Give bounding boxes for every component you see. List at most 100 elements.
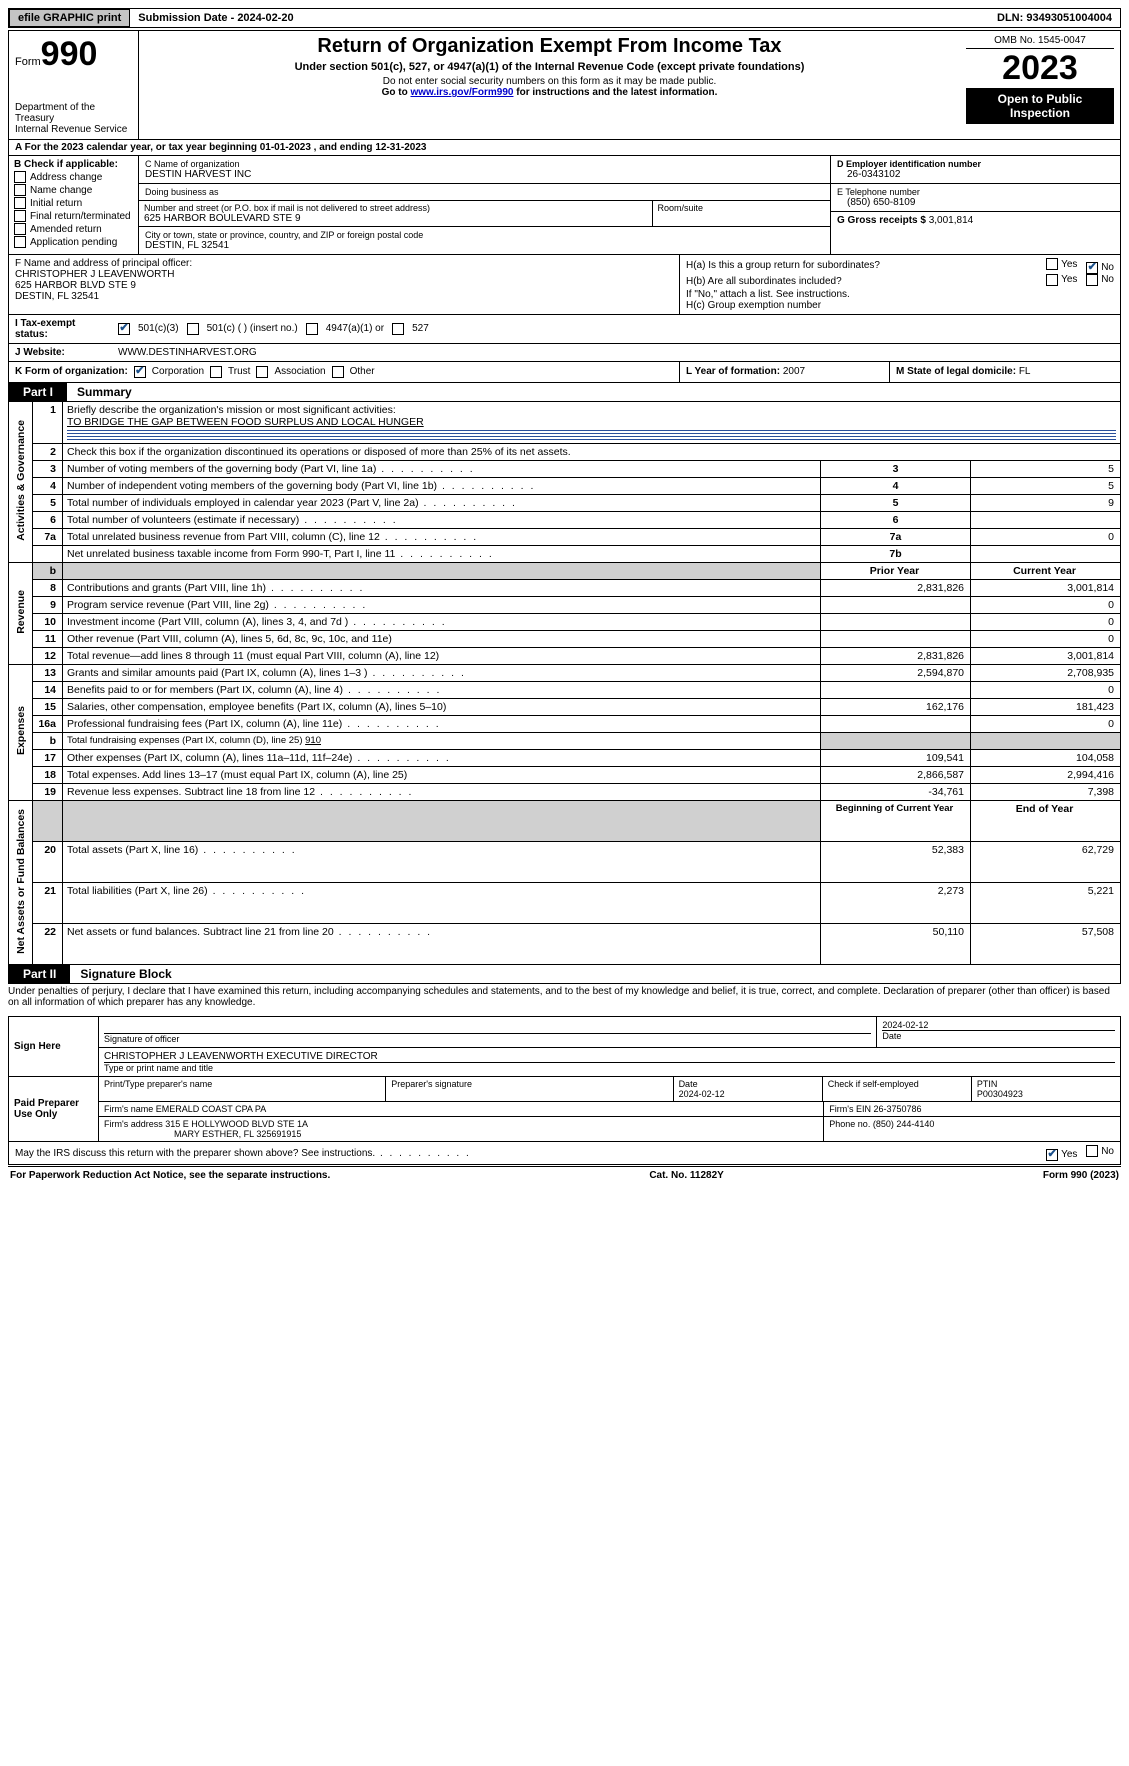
name-change-label: Name change <box>30 185 92 196</box>
form-org-label: K Form of organization: <box>15 366 128 377</box>
line16a-label: Professional fundraising fees (Part IX, … <box>67 718 441 730</box>
501c-checkbox[interactable] <box>187 323 199 335</box>
hb-yes-checkbox[interactable] <box>1046 274 1058 286</box>
officer-addr2: DESTIN, FL 32541 <box>15 291 673 302</box>
line3-value: 5 <box>971 460 1121 477</box>
omb-number: OMB No. 1545-0047 <box>966 35 1114 49</box>
initial-return-checkbox[interactable] <box>14 197 26 209</box>
line16a-prior <box>821 715 971 732</box>
application-pending-checkbox[interactable] <box>14 236 26 248</box>
goto-post: for instructions and the latest informat… <box>513 87 717 98</box>
officer-typed-name: CHRISTOPHER J LEAVENWORTH EXECUTIVE DIRE… <box>104 1051 1115 1063</box>
year-formation-label: L Year of formation: <box>686 366 783 377</box>
signature-table: Sign Here Signature of officer 2024-02-1… <box>8 1016 1121 1142</box>
gross-receipts-value: 3,001,814 <box>929 215 974 226</box>
line12-label: Total revenue—add lines 8 through 11 (mu… <box>67 650 439 662</box>
beginning-year-header: Beginning of Current Year <box>836 803 954 814</box>
form-header: Form990 Department of the Treasury Inter… <box>8 30 1121 140</box>
corporation-checkbox[interactable] <box>134 366 146 378</box>
line17-prior: 109,541 <box>821 749 971 766</box>
line4-label: Number of independent voting members of … <box>67 480 535 492</box>
501c3-checkbox[interactable] <box>118 323 130 335</box>
prior-year-header: Prior Year <box>870 565 919 577</box>
state-domicile-label: M State of legal domicile: <box>896 366 1019 377</box>
end-year-header: End of Year <box>1016 803 1074 815</box>
form-title: Return of Organization Exempt From Incom… <box>143 35 956 58</box>
line14-curr: 0 <box>971 681 1121 698</box>
line21-prior: 2,273 <box>821 882 971 923</box>
firm-name-label: Firm's name <box>104 1104 156 1114</box>
efile-print-button[interactable]: efile GRAPHIC print <box>9 9 130 27</box>
amended-return-label: Amended return <box>30 224 102 235</box>
yes-label: Yes <box>1061 1149 1077 1160</box>
initial-return-label: Initial return <box>30 198 82 209</box>
tab-net-assets: Net Assets or Fund Balances <box>15 803 27 960</box>
state-domicile-value: FL <box>1019 366 1031 377</box>
firm-name-value: EMERALD COAST CPA PA <box>156 1104 267 1114</box>
gross-receipts-label: G Gross receipts $ <box>837 215 929 226</box>
final-return-checkbox[interactable] <box>14 210 26 222</box>
tax-year: 2023 <box>966 49 1114 88</box>
amended-return-checkbox[interactable] <box>14 223 26 235</box>
501c-label: 501(c) ( ) (insert no.) <box>207 323 298 334</box>
tax-year-period: A For the 2023 calendar year, or tax yea… <box>8 140 1121 156</box>
city-state-zip: DESTIN, FL 32541 <box>145 240 824 251</box>
name-change-checkbox[interactable] <box>14 184 26 196</box>
submission-date: Submission Date - 2024-02-20 <box>130 10 301 26</box>
current-year-header: Current Year <box>1013 565 1076 577</box>
tax-exempt-label: I Tax-exempt status: <box>15 318 110 340</box>
line18-label: Total expenses. Add lines 13–17 (must eq… <box>67 769 407 781</box>
application-pending-label: Application pending <box>30 237 117 248</box>
line4-value: 5 <box>971 477 1121 494</box>
part-1-tag: Part I <box>9 383 67 401</box>
discuss-no-checkbox[interactable] <box>1086 1145 1098 1157</box>
line11-label: Other revenue (Part VIII, column (A), li… <box>67 633 392 645</box>
other-label: Other <box>350 366 375 377</box>
line8-label: Contributions and grants (Part VIII, lin… <box>67 582 364 594</box>
line11-prior <box>821 630 971 647</box>
room-label: Room/suite <box>658 203 826 213</box>
preparer-date-value: 2024-02-12 <box>679 1089 725 1099</box>
line9-label: Program service revenue (Part VIII, line… <box>67 599 367 611</box>
footer-form-year: (2023) <box>1087 1170 1119 1181</box>
typed-name-label: Type or print name and title <box>104 1063 1115 1073</box>
line6-value <box>971 511 1121 528</box>
other-checkbox[interactable] <box>332 366 344 378</box>
part-1-header: Part I Summary <box>8 383 1121 402</box>
org-name: DESTIN HARVEST INC <box>145 169 824 180</box>
sign-date-label: Date <box>882 1031 1115 1041</box>
ha-label: H(a) Is this a group return for subordin… <box>686 260 880 271</box>
line5-value: 9 <box>971 494 1121 511</box>
form-subtitle-1: Under section 501(c), 527, or 4947(a)(1)… <box>143 61 956 73</box>
discuss-row: May the IRS discuss this return with the… <box>8 1142 1121 1165</box>
website-value: WWW.DESTINHARVEST.ORG <box>118 347 257 358</box>
check-applicable-label: B Check if applicable: <box>14 159 133 170</box>
officer-name: CHRISTOPHER J LEAVENWORTH <box>15 269 673 280</box>
part-2-header: Part II Signature Block <box>8 965 1121 984</box>
line7b-label: Net unrelated business taxable income fr… <box>67 548 494 560</box>
self-employed-label: Check if self-employed <box>828 1079 919 1089</box>
paperwork-notice: For Paperwork Reduction Act Notice, see … <box>10 1170 330 1181</box>
discuss-yes-checkbox[interactable] <box>1046 1149 1058 1161</box>
ha-yes-checkbox[interactable] <box>1046 258 1058 270</box>
527-checkbox[interactable] <box>392 323 404 335</box>
ha-no-checkbox[interactable] <box>1086 262 1098 274</box>
address-change-checkbox[interactable] <box>14 171 26 183</box>
line22-prior: 50,110 <box>821 924 971 965</box>
4947-checkbox[interactable] <box>306 323 318 335</box>
hb-label: H(b) Are all subordinates included? <box>686 276 842 287</box>
4947-label: 4947(a)(1) or <box>326 323 384 334</box>
association-checkbox[interactable] <box>256 366 268 378</box>
hb-no-checkbox[interactable] <box>1086 274 1098 286</box>
line7a-value: 0 <box>971 528 1121 545</box>
irs-link[interactable]: www.irs.gov/Form990 <box>410 87 513 98</box>
line9-curr: 0 <box>971 596 1121 613</box>
trust-checkbox[interactable] <box>210 366 222 378</box>
footer-form-pre: Form <box>1043 1170 1071 1181</box>
officer-group-block: F Name and address of principal officer:… <box>8 255 1121 315</box>
org-name-label: C Name of organization <box>145 159 824 169</box>
firm-ein-label: Firm's EIN <box>829 1104 873 1114</box>
line8-curr: 3,001,814 <box>971 579 1121 596</box>
open-public-badge: Open to Public Inspection <box>966 88 1114 124</box>
line15-label: Salaries, other compensation, employee b… <box>67 701 446 713</box>
